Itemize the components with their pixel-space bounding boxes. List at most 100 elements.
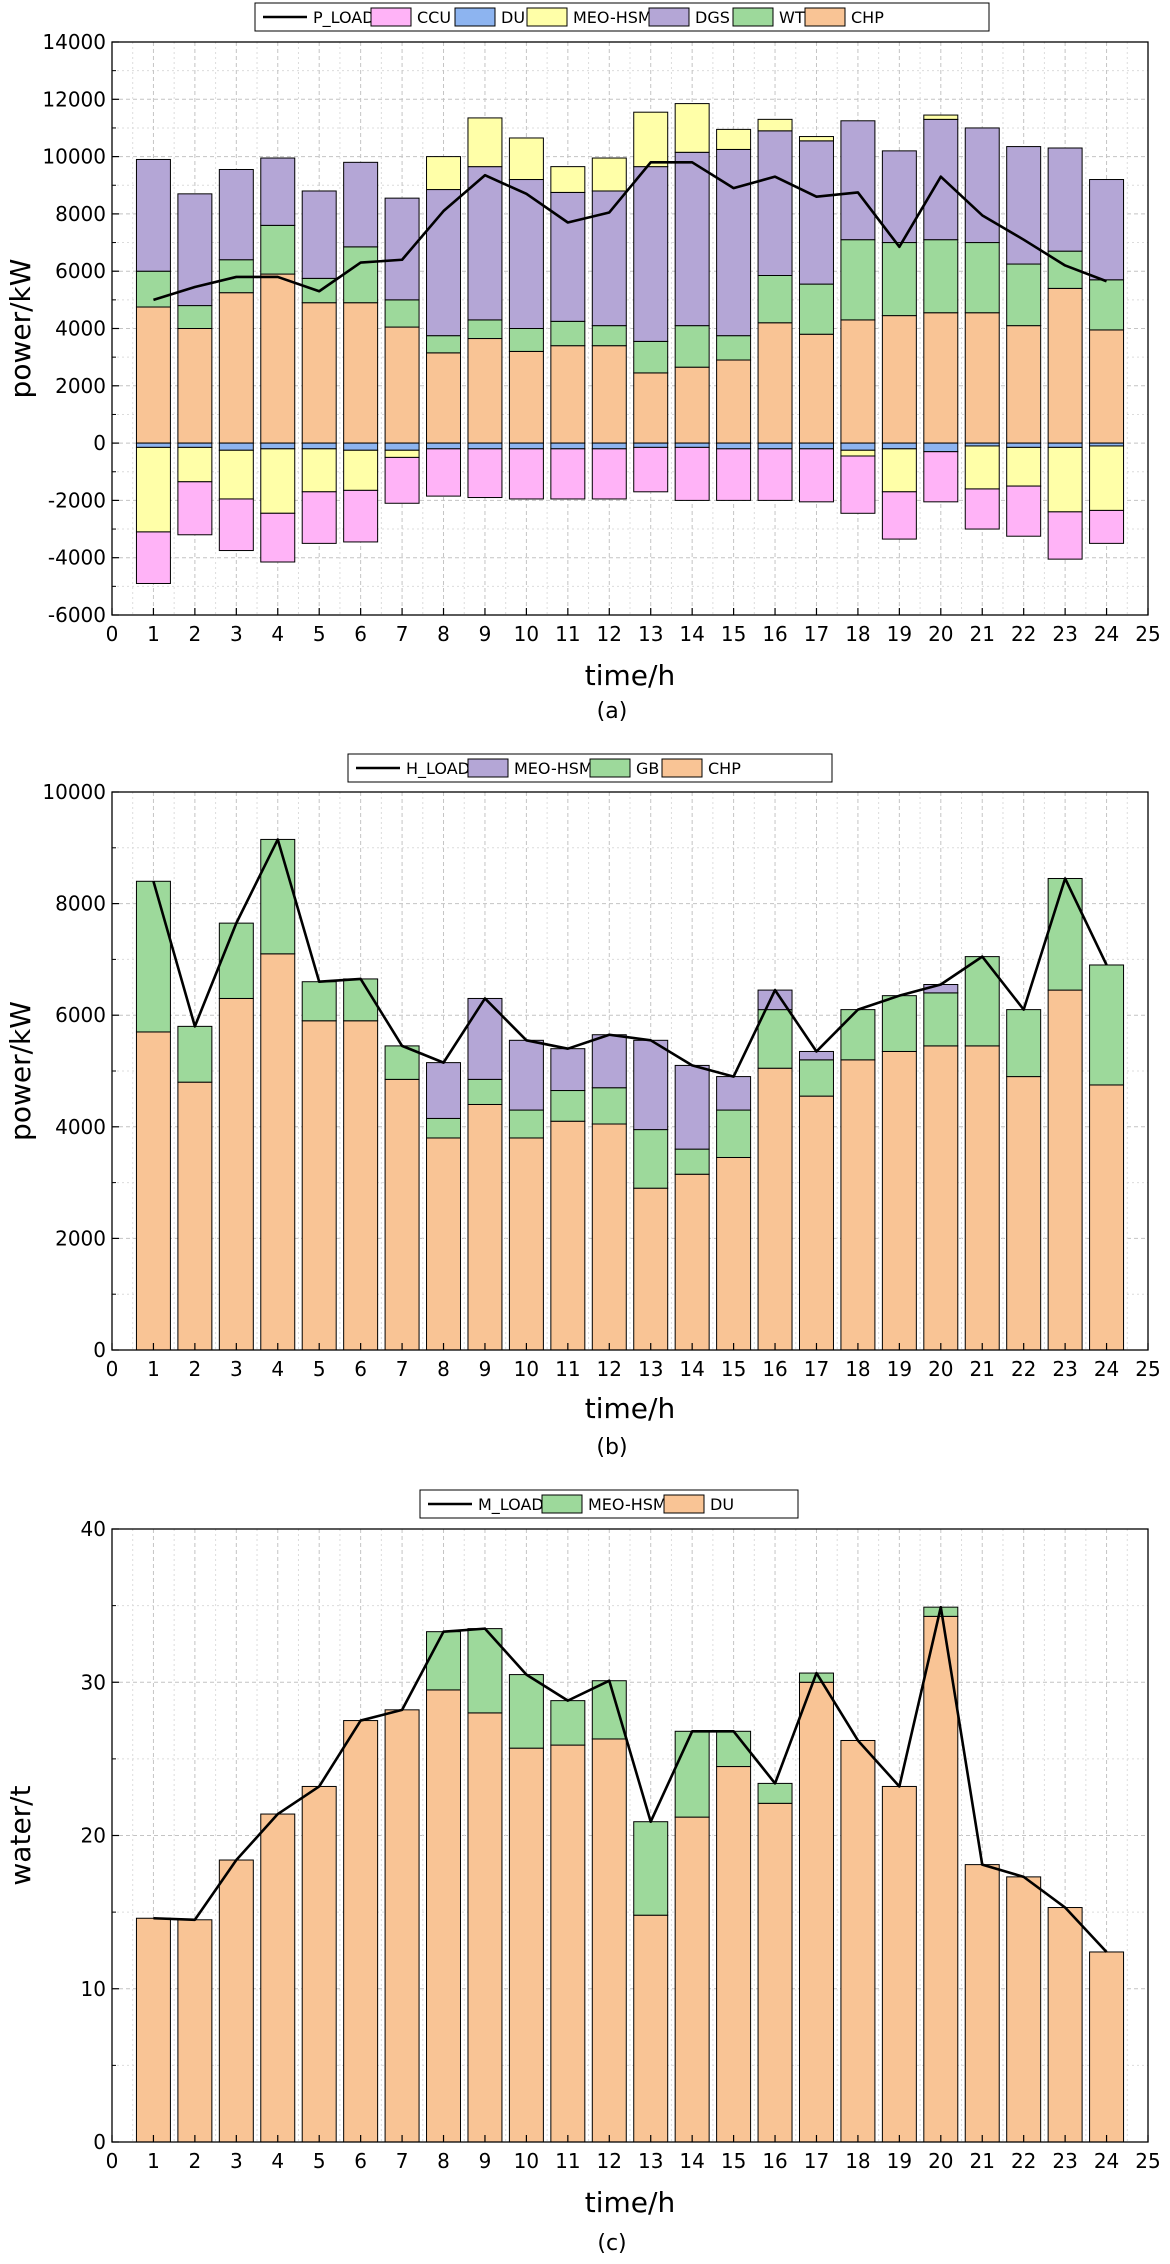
bar-chp-9 [467, 1103, 503, 1351]
legend: M_LOAD MEO-HSM DU [419, 1489, 799, 1519]
bar-ccu-neg-21 [964, 488, 1000, 530]
bar-gb-2 [177, 1025, 213, 1083]
x-tick-label: 20 [928, 622, 953, 646]
y-tick-label: 12000 [42, 87, 106, 111]
bar-chp-11 [550, 345, 586, 444]
bar-gb-13 [633, 1129, 669, 1189]
legend-swatch [732, 7, 774, 27]
figure-caption: (b) [596, 1435, 627, 1460]
x-tick-label: 10 [514, 1357, 539, 1381]
legend-label: DGS [695, 8, 730, 27]
bar-meo-hsm-10 [508, 1039, 544, 1111]
x-tick-label: 9 [479, 2149, 492, 2173]
x-axis-title: time/h [585, 1392, 675, 1425]
bar-chp-10 [508, 350, 544, 444]
bar-du-15 [716, 1766, 752, 2143]
x-tick-label: 19 [887, 1357, 912, 1381]
x-tick-label: 8 [437, 2149, 450, 2173]
x-tick-label: 15 [721, 2149, 746, 2173]
bar-du-neg-11 [550, 442, 586, 450]
bar-wt-12 [591, 325, 627, 347]
y-tick-label: 2000 [55, 1226, 106, 1250]
bar-wt-11 [550, 320, 586, 347]
bar-du-neg-20 [923, 442, 959, 453]
y-tick-label: 2000 [55, 374, 106, 398]
y-tick-label: 0 [93, 2130, 106, 2154]
bar-ccu-neg-15 [716, 448, 752, 501]
bar-wt-10 [508, 328, 544, 352]
bar-du-10 [508, 1747, 544, 2143]
bar-dgs-5 [301, 190, 337, 279]
bar-chp-21 [964, 1045, 1000, 1351]
x-tick-label: 1 [147, 622, 160, 646]
x-tick-label: 2 [189, 2149, 202, 2173]
x-tick-label: 15 [721, 1357, 746, 1381]
x-tick-label: 2 [189, 622, 202, 646]
bar-dgs-14 [674, 151, 710, 327]
x-tick-label: 2 [189, 1357, 202, 1381]
bar-meo-hsm-neg-24 [1089, 445, 1125, 511]
legend-item-p_load: P_LOAD [263, 8, 375, 28]
bar-du-neg-2 [177, 442, 213, 448]
x-tick-label: 20 [928, 2149, 953, 2173]
bar-du-14 [674, 1816, 710, 2143]
bar-wt-22 [1006, 263, 1042, 327]
bar-chp-13 [633, 1187, 669, 1351]
bar-meo-hsm-9 [467, 997, 503, 1080]
bar-chp-24 [1089, 1084, 1125, 1351]
bar-chp-18 [840, 319, 876, 444]
bar-meo-hsm-8 [426, 1631, 462, 1691]
legend-label: M_LOAD [478, 1495, 544, 1515]
legend-label: MEO-HSM [588, 1495, 667, 1514]
bar-chp-12 [591, 1123, 627, 1351]
legend-label: H_LOAD [406, 759, 470, 779]
figure-caption: (a) [597, 699, 628, 724]
bars [135, 838, 1125, 1351]
legend-item-meo-hsm: MEO-HSM [526, 7, 652, 27]
bar-meo-hsm-14 [674, 1730, 710, 1818]
bar-ccu-neg-1 [135, 531, 171, 584]
y-tick-label: -6000 [48, 603, 106, 627]
bar-meo-hsm-8 [426, 1062, 462, 1119]
bar-dgs-13 [633, 166, 669, 342]
bar-chp-5 [301, 1020, 337, 1351]
x-tick-label: 5 [313, 622, 326, 646]
bar-du-neg-5 [301, 442, 337, 450]
bar-gb-15 [716, 1109, 752, 1158]
y-tick-label: 10 [81, 1977, 106, 2001]
bar-ccu-neg-4 [260, 512, 296, 563]
bar-dgs-16 [757, 130, 793, 276]
bar-chp-17 [798, 1095, 834, 1351]
legend-swatch [467, 758, 509, 778]
bar-gb-12 [591, 1087, 627, 1125]
bar-du-5 [301, 1785, 337, 2143]
line-m_load [153, 1605, 1108, 1953]
x-tick-label: 21 [970, 2149, 995, 2173]
bar-chp-21 [964, 312, 1000, 444]
bar-wt-13 [633, 340, 669, 374]
bar-meo-hsm-neg-23 [1047, 446, 1083, 513]
bar-du-19 [881, 1785, 917, 2143]
bar-meo-hsm-12 [591, 157, 627, 192]
bar-gb-22 [1006, 1009, 1042, 1078]
y-tick-label: 30 [81, 1670, 106, 1694]
bar-gb-23 [1047, 877, 1083, 991]
bar-meo-hsm-11 [550, 1048, 586, 1092]
x-tick-label: 17 [804, 1357, 829, 1381]
x-axis-title: time/h [585, 2186, 675, 2219]
x-tick-label: 23 [1052, 1357, 1077, 1381]
bar-dgs-15 [716, 148, 752, 337]
bar-meo-hsm-10 [508, 1674, 544, 1749]
x-tick-label: 4 [271, 2149, 284, 2173]
bar-du-21 [964, 1864, 1000, 2143]
bar-chp-18 [840, 1059, 876, 1351]
x-tick-label: 16 [762, 622, 787, 646]
x-tick-label: 21 [970, 622, 995, 646]
bar-ccu-neg-7 [384, 456, 420, 504]
bar-meo-hsm-neg-21 [964, 445, 1000, 490]
bar-du-20 [923, 1615, 959, 2143]
x-tick-label: 7 [396, 2149, 409, 2173]
legend-swatch [541, 1494, 583, 1514]
legend-item-chp: CHP [661, 758, 741, 778]
bar-gb-14 [674, 1148, 710, 1175]
